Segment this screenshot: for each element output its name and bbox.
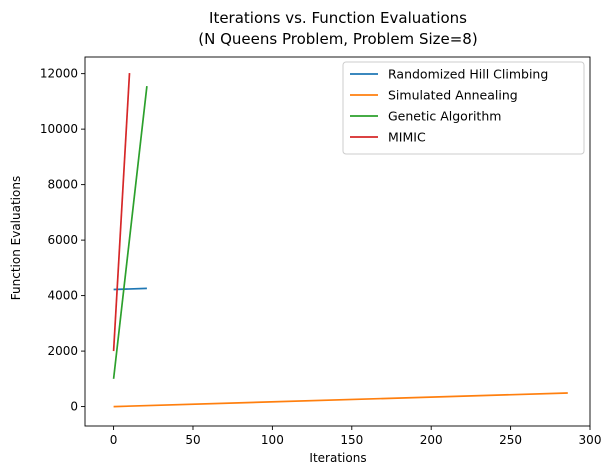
legend-label-1: Simulated Annealing xyxy=(388,88,518,103)
legend-label-3: MIMIC xyxy=(388,130,426,145)
y-tick-label: 12000 xyxy=(40,67,78,81)
series-line-3 xyxy=(112,73,131,352)
y-tick-label: 10000 xyxy=(40,122,78,136)
y-tick-label: 4000 xyxy=(47,289,78,303)
x-tick-label: 50 xyxy=(185,433,200,447)
y-tick-label: 8000 xyxy=(47,178,78,192)
x-tick-label: 100 xyxy=(261,433,284,447)
x-tick-label: 250 xyxy=(499,433,522,447)
x-tick-label: 0 xyxy=(110,433,118,447)
x-tick-label: 200 xyxy=(420,433,443,447)
y-axis-label: Function Evaluations xyxy=(9,176,23,300)
series-line-2 xyxy=(112,86,148,379)
chart-subtitle: (N Queens Problem, Problem Size=8) xyxy=(198,30,477,48)
series-line-0 xyxy=(113,287,147,291)
plot-area: 0 50 100 150 200 250 300 0 2000 4000 6000 8000 10000… xyxy=(40,56,601,447)
legend-label-2: Genetic Algorithm xyxy=(388,109,501,124)
series-line-1 xyxy=(113,392,568,408)
legend-label-0: Randomized Hill Climbing xyxy=(388,67,548,82)
legend-box xyxy=(342,61,585,155)
chart-title: Iterations vs. Function Evaluations xyxy=(209,9,467,27)
axes-frame xyxy=(84,56,591,427)
y-tick-label: 2000 xyxy=(47,344,78,358)
x-tick-label: 150 xyxy=(340,433,363,447)
y-tick-label: 0 xyxy=(70,400,78,414)
y-tick-label: 6000 xyxy=(47,233,78,247)
x-tick-label: 300 xyxy=(579,433,601,447)
x-axis-label: Iterations xyxy=(309,451,366,465)
